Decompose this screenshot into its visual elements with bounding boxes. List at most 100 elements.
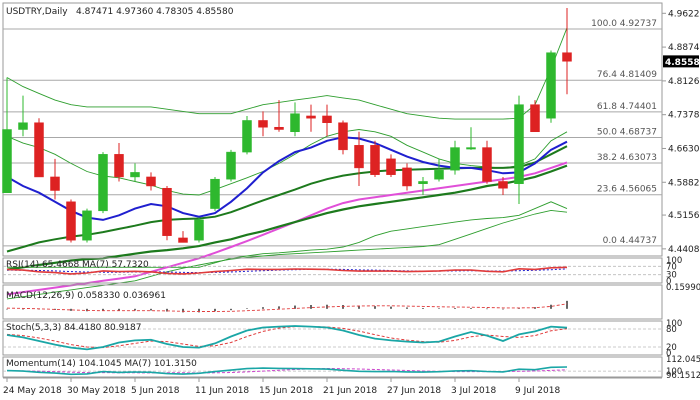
date-label: 15 Jun 2018 — [259, 386, 313, 396]
current-price-marker — [663, 55, 699, 68]
momentum-label: Momentum(14) 104.1045 MA(7) 101.3150 — [6, 359, 197, 369]
rsi-panel-frame — [2, 257, 663, 284]
date-label: 9 Jul 2018 — [515, 386, 560, 396]
candle-body — [130, 172, 140, 178]
price-tick-label: 4.73780 — [668, 111, 700, 121]
rsi-lines — [3, 265, 662, 276]
candle-body — [274, 126, 284, 130]
macd-histogram-bar — [566, 300, 568, 309]
indicator-axes: 100703000.15990710080200112.045410096.15… — [666, 256, 700, 381]
macd-histogram-bar — [230, 308, 232, 311]
macd-histogram-bar — [358, 305, 360, 309]
candle-body — [338, 122, 348, 151]
macd-histogram-bar — [454, 308, 456, 309]
macd-lines — [6, 300, 568, 313]
rsi-label: RSI(14) 65.4668 MA(7) 57.7320 — [6, 260, 149, 270]
price-tick-label: 4.96220 — [668, 9, 700, 19]
macd-histogram-bar — [246, 308, 248, 309]
date-label: 27 Jun 2018 — [387, 386, 441, 396]
rsi-line — [6, 266, 568, 275]
candle-body — [498, 181, 508, 189]
candle-body — [2, 129, 12, 193]
candle-body — [210, 178, 220, 209]
candle-body — [386, 158, 396, 175]
stoch-d-line — [6, 326, 568, 349]
price-tick-label: 4.58820 — [668, 178, 700, 188]
price-axis[interactable]: 4.96220 4.88740 4.81260 4.73780 4.66300 4.588… — [662, 9, 700, 255]
macd-histogram-bar — [374, 306, 376, 309]
macd-histogram-bar — [438, 308, 440, 309]
macd-histogram-bar — [342, 305, 344, 309]
candle-body — [194, 219, 204, 241]
macd-axis-label: 0.159907 — [666, 283, 700, 293]
momentum-axis-label: 100 — [666, 367, 682, 377]
momentum-panel[interactable]: Momentum(14) 104.1045 MA(7) 101.3150 — [2, 356, 663, 378]
macd-histogram-bar — [406, 307, 408, 309]
fibonacci-levels: 100.0 4.92737 76.4 4.81409 61.8 4.74401 50.… — [3, 19, 662, 247]
candle-body — [258, 120, 268, 128]
candle-body — [162, 187, 172, 236]
macd-histogram-bar — [214, 308, 216, 312]
candle-body — [530, 104, 540, 133]
macd-histogram-bar — [134, 308, 136, 311]
candle-body — [354, 145, 364, 169]
candle-body — [66, 201, 76, 241]
candle-body — [322, 115, 332, 123]
fib-label: 61.8 4.74401 — [597, 102, 657, 112]
candle-body — [514, 104, 524, 184]
date-label: 24 May 2018 — [3, 386, 62, 396]
ma-long-line — [6, 209, 568, 300]
macd-histogram-bar — [70, 308, 72, 311]
price-panel[interactable]: 100.0 4.92737 76.4 4.81409 61.8 4.74401 50.… — [2, 2, 663, 300]
price-tick-label: 4.44080 — [668, 245, 700, 255]
candle-body — [82, 210, 92, 241]
momentum-axis-label: 96.1512 — [666, 371, 700, 381]
stoch-axis-label: 0 — [666, 349, 671, 359]
fib-label: 100.0 4.92737 — [591, 19, 657, 29]
date-axis[interactable]: 24 May 2018 30 May 2018 5 Jun 2018 11 Jun 2… — [3, 377, 662, 396]
macd-signal-line — [6, 303, 568, 312]
momentum-lines — [3, 366, 662, 376]
macd-histogram-bar — [150, 308, 152, 311]
candle-body — [482, 147, 492, 182]
date-label: 30 May 2018 — [67, 386, 126, 396]
price-tick-label: 4.81260 — [668, 77, 700, 87]
stoch-axis-label: 100 — [666, 319, 682, 329]
candle-body — [226, 151, 236, 180]
stoch-panel[interactable]: Stoch(5,3,3) 84.4180 80.9187 — [2, 320, 663, 356]
chart-title: USDTRY,Daily — [6, 7, 68, 17]
stoch-label: Stoch(5,3,3) 84.4180 80.9187 — [6, 323, 141, 333]
macd-label: MACD(12,26,9) 0.058330 0.036961 — [6, 291, 166, 301]
fib-label: 50.0 4.68737 — [597, 127, 657, 137]
candle-body — [562, 52, 572, 62]
candle-body — [402, 167, 412, 187]
macd-histogram-bar — [54, 308, 56, 310]
macd-panel[interactable]: MACD(12,26,9) 0.058330 0.036961 — [2, 284, 663, 320]
candle-body — [290, 113, 300, 133]
date-label: 21 Jun 2018 — [323, 386, 377, 396]
bollinger-upper-line — [6, 27, 568, 120]
fib-label: 0.0 4.44737 — [603, 236, 657, 246]
price-tick-label: 4.66300 — [668, 144, 700, 154]
candles — [2, 7, 572, 243]
current-price-label: 4.85580 — [665, 58, 700, 68]
rsi-axis-label: 70 — [666, 262, 677, 272]
momentum-panel-frame — [2, 356, 663, 378]
candle-body — [18, 122, 28, 130]
stoch-axis-label: 20 — [666, 343, 677, 353]
stoch-axis-label: 80 — [666, 325, 677, 335]
macd-histogram-bar — [262, 307, 264, 309]
ohlc-readout: 4.87471 4.97360 4.78305 4.85580 — [76, 7, 234, 17]
rsi-panel[interactable]: RSI(14) 65.4668 MA(7) 57.7320 — [2, 257, 663, 284]
rsi-axis-label: 0 — [666, 277, 671, 287]
momentum-line — [6, 366, 568, 376]
macd-histogram-bar — [422, 308, 424, 309]
candle-body — [98, 154, 108, 212]
candle-body — [114, 154, 124, 178]
macd-histogram-bar — [310, 305, 312, 309]
fib-label: 76.4 4.81409 — [597, 70, 657, 80]
macd-histogram-bar — [86, 308, 88, 312]
stoch-panel-frame — [2, 320, 663, 356]
fib-label: 38.2 4.63073 — [597, 153, 657, 163]
